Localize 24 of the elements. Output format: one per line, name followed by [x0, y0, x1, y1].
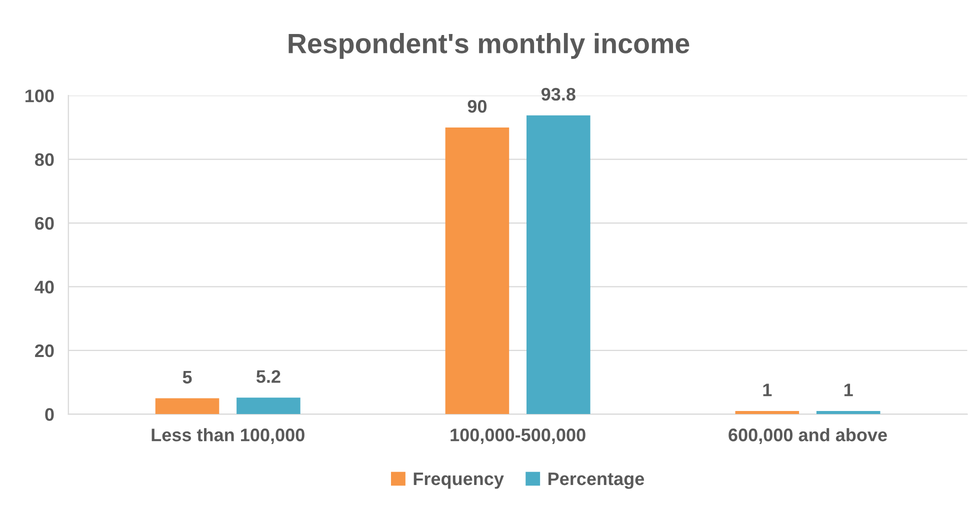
- y-tick-label: 20: [35, 344, 54, 358]
- chart-title: Respondent's monthly income: [288, 32, 690, 59]
- x-tick-label: 100,000-500,000: [450, 428, 586, 444]
- data-label: 1: [844, 384, 853, 396]
- data-label: 5.2: [256, 370, 280, 383]
- bar: [816, 410, 880, 414]
- data-label: 1: [763, 384, 772, 396]
- x-tick-label: Less than 100,000: [152, 428, 304, 444]
- bar: [155, 398, 220, 414]
- data-label: 93.8: [541, 88, 576, 101]
- y-tick-label: 0: [45, 408, 54, 421]
- bar: [445, 127, 510, 414]
- legend-label: Percentage: [548, 472, 644, 489]
- x-tick-label: 600,000 and above: [728, 428, 887, 444]
- bar: [735, 410, 800, 414]
- data-label: 5: [182, 370, 192, 384]
- bar: [526, 115, 590, 414]
- legend-label: Frequency: [414, 472, 504, 489]
- y-tick-label: 60: [35, 216, 54, 230]
- y-tick-label: 80: [34, 153, 54, 166]
- y-tick-label: 100: [26, 90, 54, 102]
- y-tick-label: 40: [34, 280, 54, 294]
- data-label: 90: [468, 100, 487, 113]
- bar: [236, 398, 300, 414]
